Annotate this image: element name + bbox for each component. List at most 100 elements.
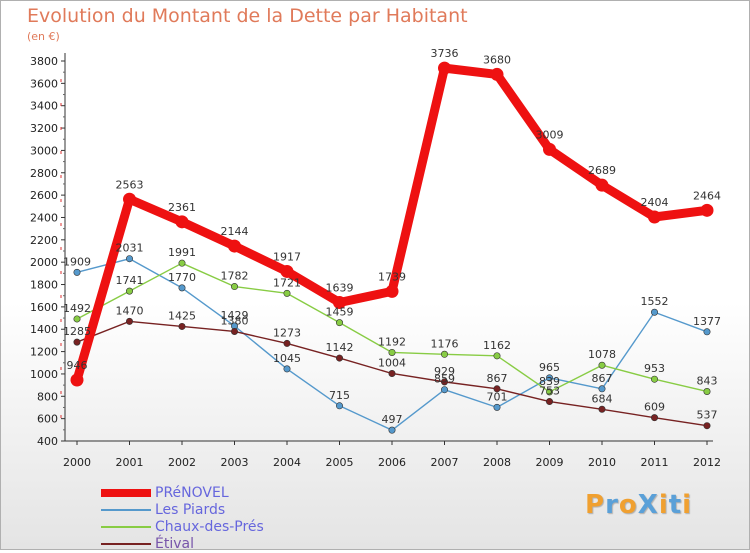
y-tick-label: 2600: [30, 189, 58, 202]
y-tick-label: 1800: [30, 279, 58, 292]
data-label: 2464: [693, 189, 721, 202]
series-point: [545, 374, 553, 382]
data-label: 609: [644, 401, 665, 414]
x-tick-label: 2004: [273, 456, 301, 469]
data-label: 839: [539, 375, 560, 388]
series-point: [280, 264, 294, 278]
series-point: [703, 328, 711, 336]
series-point: [231, 283, 239, 291]
data-label: 3009: [536, 128, 564, 141]
series-point: [335, 319, 343, 327]
data-label: 1004: [378, 356, 406, 369]
data-label: 1470: [116, 304, 144, 317]
series-point: [126, 287, 134, 295]
chart-subtitle: (en €): [27, 30, 60, 43]
data-label: 1162: [483, 339, 511, 352]
x-tick-label: 2003: [221, 456, 249, 469]
series-point: [73, 268, 81, 276]
x-tick-label: 2011: [641, 456, 669, 469]
series-point: [283, 289, 291, 297]
series-point: [123, 192, 136, 206]
data-label: 2563: [116, 178, 144, 191]
y-tick-label: 2400: [30, 211, 58, 224]
legend-swatch: [101, 526, 151, 528]
series-point: [650, 414, 658, 422]
data-label: 953: [644, 362, 665, 375]
data-label: 1192: [378, 335, 406, 348]
series-point: [440, 386, 448, 394]
data-label: 684: [592, 392, 613, 405]
series-point: [126, 255, 134, 263]
data-label: 1639: [326, 282, 354, 295]
series-point: [335, 402, 343, 410]
data-label: 1142: [326, 341, 354, 354]
series-point: [545, 388, 553, 396]
legend-label: PRéNOVEL: [155, 485, 229, 501]
series-point: [493, 352, 501, 360]
brand-letter: o: [618, 490, 638, 520]
data-label: 1909: [63, 255, 91, 268]
series-point: [228, 239, 241, 253]
y-tick-label: 2200: [30, 234, 58, 247]
series-point: [598, 405, 606, 413]
data-label: 2404: [641, 196, 669, 209]
series-point: [70, 373, 84, 387]
y-tick-label: 3600: [30, 77, 58, 90]
data-label: 715: [329, 389, 350, 402]
data-labels: 946 2563 2361 2144 1917 1639 1739 3736 3680 3009 2…: [63, 47, 721, 426]
data-label: 1176: [431, 337, 459, 350]
data-label: 1492: [63, 302, 91, 315]
series-point: [490, 67, 504, 81]
legend-label: Chaux-des-Prés: [155, 519, 264, 535]
series-point: [283, 365, 291, 373]
series-point: [126, 317, 134, 325]
series-point: [543, 142, 556, 156]
series-point: [700, 203, 714, 217]
legend: PRéNOVEL Les Piards Chaux-des-Prés Étival: [101, 485, 341, 553]
legend-label: Étival: [155, 536, 194, 552]
brand-letter: i: [658, 490, 669, 520]
series-point: [388, 369, 396, 377]
x-tick-label: 2007: [431, 456, 459, 469]
series-line-0: [72, 63, 712, 385]
x-tick-label: 2001: [116, 456, 144, 469]
series-point: [178, 322, 186, 330]
y-tick-label: 3200: [30, 122, 58, 135]
y-tick-label: 2800: [30, 167, 58, 180]
y-tick-label: 400: [37, 435, 58, 448]
y-tick-label: 3800: [30, 55, 58, 68]
data-label: 497: [382, 413, 403, 426]
data-label: 867: [487, 372, 508, 385]
brand-letter: t: [668, 490, 683, 520]
series-point: [595, 178, 609, 192]
y-tick-label: 600: [37, 413, 58, 426]
series-point: [333, 296, 346, 310]
data-label: 1721: [273, 276, 301, 289]
data-label: 929: [434, 365, 455, 378]
data-label: 946: [67, 359, 88, 372]
x-tick-label: 2012: [693, 456, 721, 469]
y-tick-label: 1400: [30, 323, 58, 336]
chart-axes: 400 600 800 1000 1200 1400 1600 1800 2000 2200 240…: [30, 53, 721, 469]
series-point: [703, 422, 711, 430]
series-point: [545, 398, 553, 406]
series-point: [388, 426, 396, 434]
legend-swatch: [101, 489, 151, 497]
legend-label: Les Piards: [155, 502, 226, 518]
series-point: [650, 375, 658, 383]
series-layer: [70, 61, 714, 434]
data-label: 701: [487, 390, 508, 403]
y-tick-label: 800: [37, 390, 58, 403]
series-point: [440, 350, 448, 358]
y-tick-label: 3400: [30, 100, 58, 113]
series-point: [598, 385, 606, 393]
data-label: 1782: [221, 270, 249, 283]
data-label: 1770: [168, 271, 196, 284]
data-label: 1552: [641, 295, 669, 308]
series-point: [231, 327, 239, 335]
data-label: 3680: [483, 53, 511, 66]
legend-swatch: [101, 509, 151, 511]
brand-letter: P: [585, 490, 606, 520]
x-tick-label: 2000: [63, 456, 91, 469]
data-label: 1739: [378, 270, 406, 283]
